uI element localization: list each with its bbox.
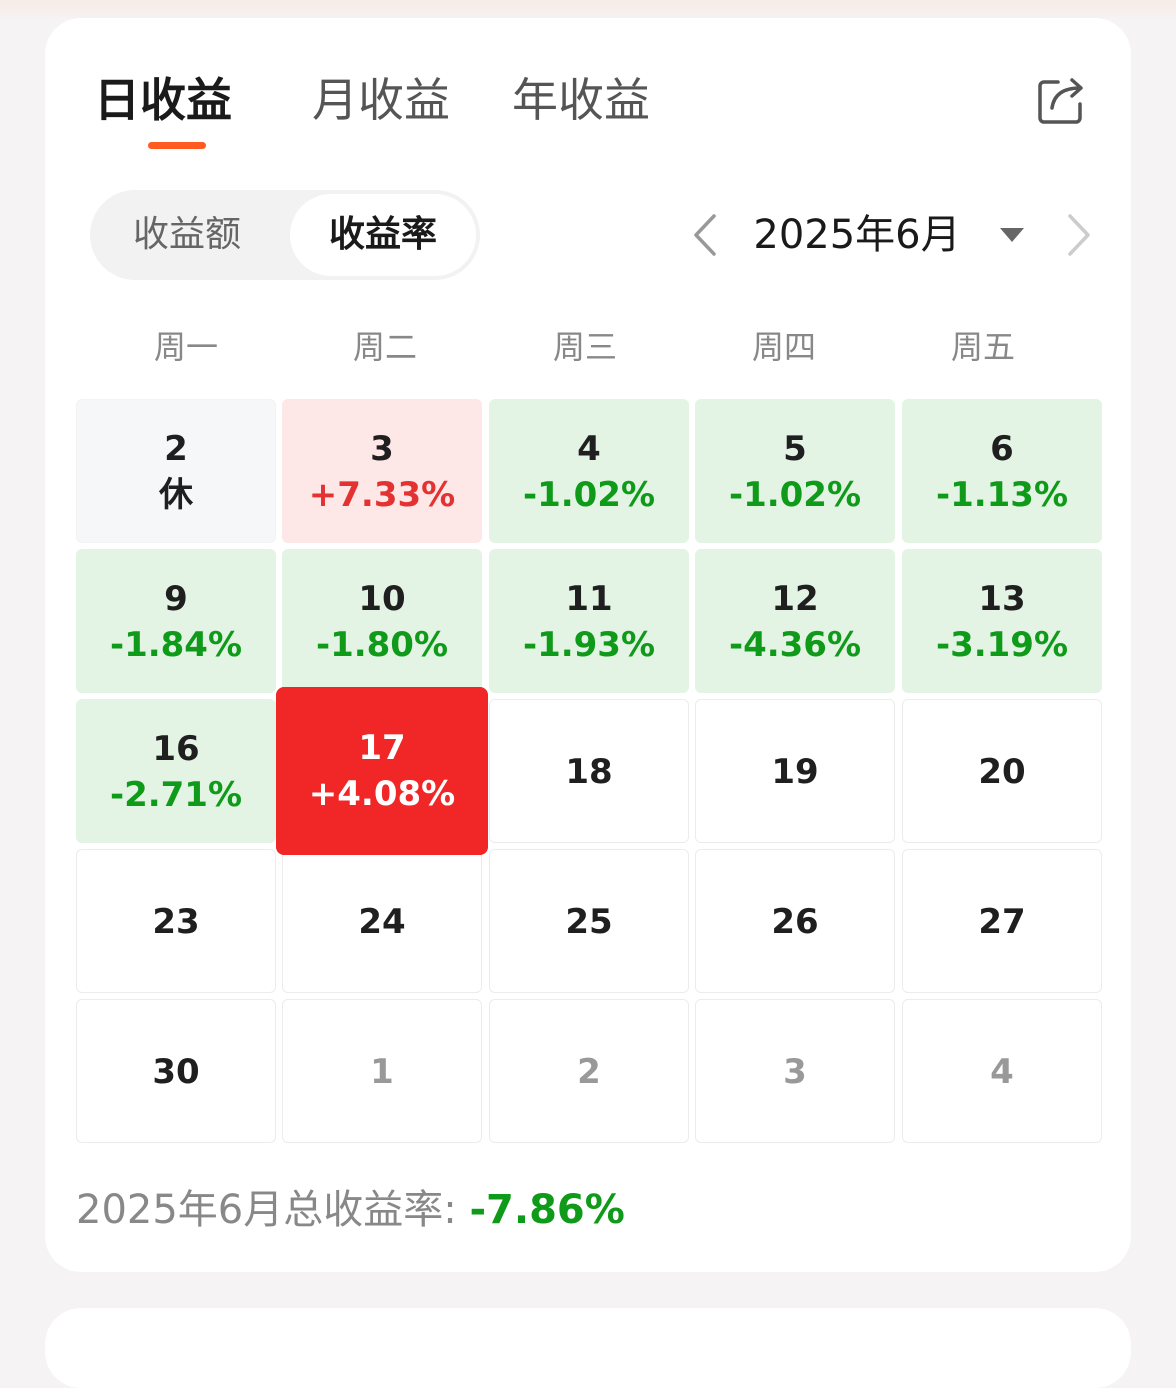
calendar-day-cell[interactable]: 17 +4.08% — [276, 687, 488, 855]
monthly-total-value: -7.86% — [469, 1187, 625, 1233]
calendar-day-cell[interactable]: 5 -1.02% — [695, 399, 895, 543]
calendar-day-return: -1.93% — [522, 625, 656, 665]
calendar-day-cell[interactable]: 3 +7.33% — [282, 399, 482, 543]
calendar-day-number: 3 — [783, 1052, 807, 1092]
calendar-day-cell[interactable]: 26 — [695, 849, 895, 993]
calendar-day-cell[interactable]: 25 — [489, 849, 689, 993]
calendar-day-number: 11 — [565, 579, 613, 619]
share-icon[interactable] — [1036, 76, 1086, 126]
calendar-day-return: -1.02% — [728, 475, 862, 515]
weekday-thu: 周四 — [751, 328, 816, 366]
calendar-day-number: 19 — [771, 752, 819, 792]
calendar-day-number: 3 — [370, 429, 394, 469]
calendar-day-number: 4 — [990, 1052, 1014, 1092]
active-tab-indicator — [148, 142, 206, 149]
calendar-day-number: 16 — [152, 729, 200, 769]
weekday-wed: 周三 — [552, 328, 617, 366]
calendar-day-number: 6 — [990, 429, 1014, 469]
next-card — [45, 1308, 1131, 1388]
calendar-day-return: +7.33% — [308, 475, 456, 515]
calendar-day-cell[interactable]: 3 — [695, 999, 895, 1143]
calendar-day-return: 休 — [159, 475, 193, 515]
calendar-day-cell[interactable]: 4 -1.02% — [489, 399, 689, 543]
calendar-day-number: 30 — [152, 1052, 200, 1092]
calendar-day-cell[interactable]: 9 -1.84% — [76, 549, 276, 693]
calendar-day-return: +4.08% — [308, 774, 456, 814]
calendar-day-number: 4 — [577, 429, 601, 469]
weekday-mon: 周一 — [153, 328, 218, 366]
calendar-day-number: 23 — [152, 902, 200, 942]
calendar-day-return: -1.02% — [522, 475, 656, 515]
calendar-day-number: 2 — [577, 1052, 601, 1092]
calendar-day-number: 2 — [164, 429, 188, 469]
calendar-day-number: 13 — [978, 579, 1026, 619]
calendar-day-cell[interactable]: 27 — [902, 849, 1102, 993]
calendar-day-number: 10 — [358, 579, 406, 619]
calendar-day-cell[interactable]: 1 — [282, 999, 482, 1143]
calendar-day-number: 17 — [358, 728, 406, 768]
calendar-day-cell[interactable]: 6 -1.13% — [902, 399, 1102, 543]
calendar-day-number: 24 — [358, 902, 406, 942]
calendar-day-number: 25 — [565, 902, 613, 942]
calendar-day-return: -3.19% — [935, 625, 1069, 665]
metric-segmented-control: 收益额 收益率 — [90, 190, 480, 280]
tab-daily-earnings[interactable]: 日收益 — [94, 73, 232, 127]
calendar-day-return: -1.13% — [935, 475, 1069, 515]
calendar-day-return: -1.80% — [315, 625, 449, 665]
calendar-day-cell[interactable]: 4 — [902, 999, 1102, 1143]
chevron-right-icon[interactable] — [1064, 212, 1094, 258]
tab-monthly-earnings[interactable]: 月收益 — [312, 73, 450, 127]
calendar-day-number: 5 — [783, 429, 807, 469]
calendar-day-cell[interactable]: 23 — [76, 849, 276, 993]
calendar-day-number: 18 — [565, 752, 613, 792]
top-strip — [0, 0, 1176, 18]
calendar-day-cell[interactable]: 2 — [489, 999, 689, 1143]
calendar-day-return: -2.71% — [109, 775, 243, 815]
calendar-day-return: -1.84% — [109, 625, 243, 665]
chevron-left-icon[interactable] — [690, 212, 720, 258]
calendar-day-number: 12 — [771, 579, 819, 619]
weekday-tue: 周二 — [352, 328, 417, 366]
monthly-total: 2025年6月总收益率: -7.86% — [76, 1184, 625, 1236]
calendar-day-cell[interactable]: 10 -1.80% — [282, 549, 482, 693]
calendar-day-number: 27 — [978, 902, 1026, 942]
calendar-day-cell[interactable]: 13 -3.19% — [902, 549, 1102, 693]
calendar-day-number: 26 — [771, 902, 819, 942]
calendar-day-number: 20 — [978, 752, 1026, 792]
calendar-day-cell[interactable]: 24 — [282, 849, 482, 993]
caret-down-icon[interactable] — [998, 226, 1026, 244]
calendar-day-cell[interactable]: 30 — [76, 999, 276, 1143]
calendar-day-cell[interactable]: 20 — [902, 699, 1102, 843]
calendar-day-number: 1 — [370, 1052, 394, 1092]
calendar-day-cell[interactable]: 19 — [695, 699, 895, 843]
calendar-day-cell[interactable]: 12 -4.36% — [695, 549, 895, 693]
calendar-day-return: -4.36% — [728, 625, 862, 665]
segment-amount[interactable]: 收益额 — [132, 214, 241, 255]
calendar-day-cell[interactable]: 16 -2.71% — [76, 699, 276, 843]
tab-yearly-earnings[interactable]: 年收益 — [512, 73, 650, 127]
calendar-day-number: 9 — [164, 579, 188, 619]
weekday-fri: 周五 — [950, 328, 1015, 366]
calendar-day-cell[interactable]: 11 -1.93% — [489, 549, 689, 693]
segment-rate[interactable]: 收益率 — [290, 194, 476, 276]
monthly-total-label: 2025年6月总收益率: — [76, 1187, 470, 1233]
month-label[interactable]: 2025年6月 — [753, 212, 961, 258]
calendar-day-cell[interactable]: 18 — [489, 699, 689, 843]
